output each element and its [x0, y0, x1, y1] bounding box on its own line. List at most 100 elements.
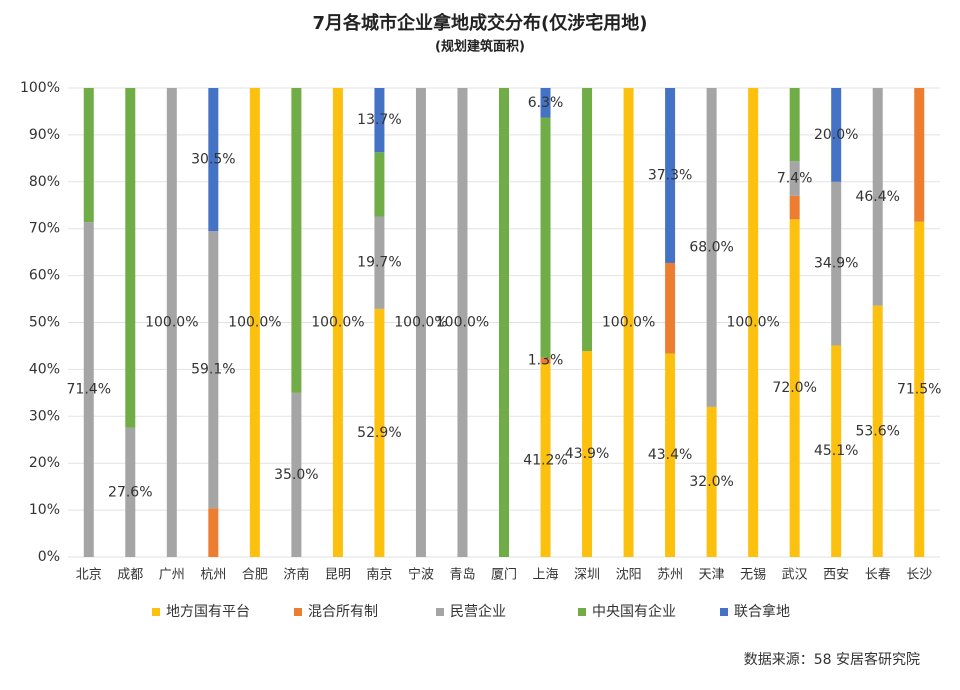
- legend-label: 混合所有制: [308, 604, 378, 620]
- x-tick-label: 成都: [117, 568, 143, 583]
- x-tick-label: 广州: [159, 568, 185, 583]
- legend-swatch: [294, 608, 302, 616]
- chart-subtitle: (规划建筑面积): [435, 39, 525, 55]
- source-note: 数据来源：58 安居客研究院: [744, 651, 920, 668]
- bar-segment: [374, 152, 385, 217]
- bar-segment: [83, 222, 94, 557]
- bar-segment: [208, 231, 219, 509]
- legend-label: 地方国有平台: [166, 604, 250, 620]
- bar-segment: [374, 88, 385, 153]
- data-label: 20.0%: [814, 127, 858, 143]
- bar-segment: [540, 88, 551, 118]
- y-tick-label: 70%: [29, 221, 60, 237]
- data-label: 30.5%: [191, 152, 235, 168]
- y-tick-label: 60%: [29, 268, 60, 284]
- bar-segment: [789, 219, 800, 557]
- bar-segment: [125, 427, 136, 557]
- y-tick-label: 10%: [29, 502, 60, 518]
- chart-title: 7月各城市企业拿地成交分布(仅涉宅用地): [313, 12, 648, 34]
- bar-segment: [374, 216, 385, 309]
- x-tick-label: 济南: [283, 567, 309, 583]
- data-label: 46.4%: [855, 189, 899, 205]
- x-tick-label: 苏州: [657, 567, 683, 583]
- data-label: 71.4%: [67, 382, 111, 398]
- data-label: 19.7%: [357, 255, 401, 271]
- data-label: 100.0%: [726, 315, 779, 331]
- data-label: 45.1%: [814, 443, 858, 459]
- data-label: 100.0%: [145, 315, 198, 331]
- bar-segment: [582, 351, 593, 557]
- data-label: 52.9%: [357, 425, 401, 441]
- data-label: 13.7%: [357, 112, 401, 128]
- bar-segment: [540, 357, 551, 364]
- bar-segment: [623, 88, 634, 557]
- bar-segment: [208, 88, 219, 232]
- y-tick-label: 40%: [29, 361, 60, 377]
- data-label: 100.0%: [228, 315, 281, 331]
- bar-segment: [249, 88, 260, 557]
- x-tick-label: 合肥: [242, 568, 268, 583]
- bar-segment: [415, 88, 426, 557]
- bar-segment: [789, 195, 800, 220]
- bar-segment: [831, 181, 842, 346]
- bar-segment: [665, 88, 676, 263]
- bar-segment: [665, 353, 676, 557]
- bar-segment: [291, 392, 302, 557]
- data-label: 43.9%: [565, 446, 609, 462]
- x-tick-label: 青岛: [449, 567, 475, 583]
- bar-segment: [789, 88, 800, 162]
- bar-segment: [706, 88, 717, 407]
- bar-segment: [166, 88, 177, 557]
- bar-segment: [125, 88, 136, 428]
- x-tick-label: 宁波: [408, 567, 434, 583]
- x-tick-label: 杭州: [200, 568, 226, 583]
- bar-segment: [291, 88, 302, 393]
- data-label: 41.2%: [523, 452, 567, 468]
- y-tick-label: 0%: [38, 549, 60, 565]
- y-tick-label: 100%: [20, 80, 60, 96]
- bar-segment: [374, 308, 385, 557]
- data-label: 100.0%: [436, 315, 489, 331]
- data-label: 43.4%: [648, 447, 692, 463]
- legend-swatch: [436, 608, 444, 616]
- legend-swatch: [152, 608, 160, 616]
- legend-label: 联合拿地: [734, 603, 790, 620]
- data-label: 37.3%: [648, 167, 692, 183]
- bar-segment: [789, 161, 800, 196]
- x-tick-label: 昆明: [325, 568, 351, 583]
- y-tick-label: 90%: [29, 127, 60, 143]
- x-tick-label: 长春: [865, 568, 891, 583]
- bar-segment: [540, 117, 551, 358]
- x-tick-label: 武汉: [782, 568, 808, 583]
- data-label: 68.0%: [689, 239, 733, 255]
- x-tick-label: 天津: [699, 568, 725, 583]
- bar-segment: [499, 88, 509, 557]
- legend-label: 中央国有企业: [592, 603, 676, 620]
- y-tick-label: 50%: [29, 315, 60, 331]
- x-tick-label: 沈阳: [616, 568, 642, 583]
- bar-segment: [831, 345, 842, 557]
- x-tick-label: 无锡: [740, 568, 766, 583]
- data-label: 100.0%: [602, 315, 655, 331]
- data-label: 1.3%: [528, 353, 564, 369]
- data-label: 27.6%: [108, 484, 152, 500]
- x-tick-label: 北京: [76, 568, 102, 583]
- legend-swatch: [578, 608, 586, 616]
- data-label: 100.0%: [311, 315, 364, 331]
- data-label: 71.5%: [897, 381, 941, 397]
- bar-segment: [914, 88, 925, 222]
- bar-segment: [540, 363, 551, 557]
- x-tick-label: 西安: [823, 568, 849, 583]
- bar-segment: [457, 88, 468, 557]
- y-tick-label: 80%: [29, 174, 60, 190]
- x-tick-label: 厦门: [491, 568, 517, 583]
- bar-segment: [208, 508, 219, 557]
- y-tick-label: 20%: [29, 455, 60, 471]
- data-label: 53.6%: [855, 423, 899, 439]
- legend-label: 民营企业: [450, 603, 506, 620]
- data-label: 59.1%: [191, 362, 235, 378]
- bar-segment: [872, 305, 883, 557]
- bar-segment: [83, 88, 94, 223]
- data-label: 35.0%: [274, 467, 318, 483]
